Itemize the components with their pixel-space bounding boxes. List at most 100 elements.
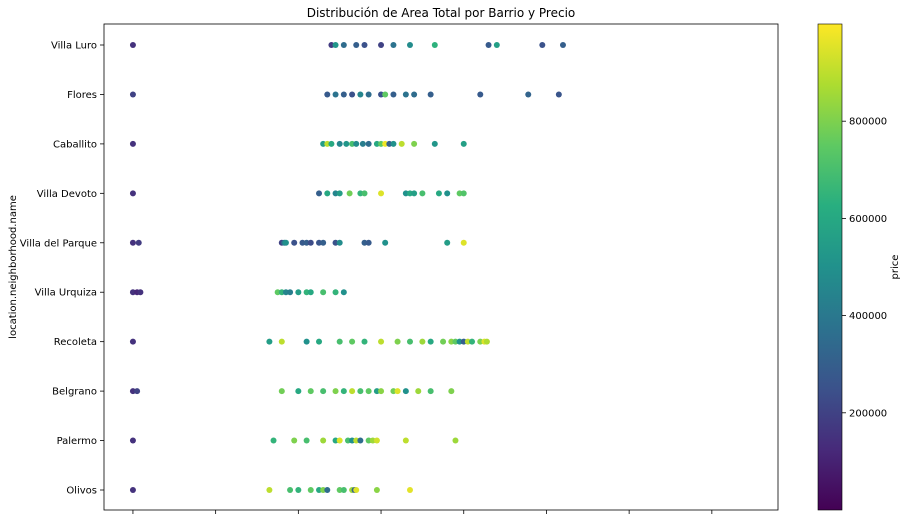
- scatter-point: [307, 289, 314, 296]
- colorbar-tick-label: 800000: [849, 117, 887, 128]
- scatter-point: [378, 388, 385, 395]
- scatter-point: [336, 487, 343, 493]
- scatter-point: [373, 140, 380, 147]
- scatter-point: [299, 239, 306, 246]
- scatter-point: [406, 190, 413, 197]
- scatter-point: [378, 42, 385, 48]
- scatter-point: [340, 91, 347, 98]
- scatter-point: [411, 91, 418, 98]
- scatter-point: [353, 437, 360, 444]
- scatter-point: [349, 91, 356, 98]
- scatter-point: [361, 42, 368, 48]
- scatter-point: [452, 437, 459, 444]
- scatter-point: [460, 140, 467, 147]
- scatter-point: [477, 91, 484, 98]
- scatter-point: [340, 487, 347, 493]
- scatter-point: [386, 140, 393, 147]
- scatter-point: [324, 487, 331, 493]
- scatter-point: [406, 42, 413, 48]
- scatter-point: [361, 239, 368, 246]
- scatter-point: [266, 338, 273, 345]
- scatter-point: [307, 388, 314, 395]
- scatter-point: [328, 42, 335, 48]
- scatter-point: [324, 190, 331, 197]
- scatter-point: [295, 487, 302, 493]
- scatter-point: [361, 338, 368, 345]
- scatter-point: [464, 338, 471, 345]
- scatter-point: [134, 388, 141, 395]
- scatter-point: [316, 239, 323, 246]
- scatter-point: [340, 289, 347, 296]
- scatter-point: [444, 239, 451, 246]
- scatter-point: [336, 239, 343, 246]
- scatter-point: [419, 190, 426, 197]
- colorbar-tick-label: 400000: [849, 311, 887, 322]
- scatter-point: [129, 140, 136, 147]
- y-tick-label: Villa del Parque: [20, 238, 97, 249]
- y-tick-label: Recoleta: [54, 337, 97, 348]
- scatter-point: [303, 289, 310, 296]
- scatter-point: [485, 42, 492, 48]
- scatter-point: [406, 487, 413, 493]
- scatter-point: [382, 140, 389, 147]
- y-tick-label: Villa Devoto: [37, 189, 97, 200]
- scatter-point: [444, 190, 451, 197]
- scatter-point: [349, 338, 356, 345]
- scatter-point: [137, 289, 144, 296]
- scatter-point: [336, 190, 343, 197]
- scatter-point: [129, 190, 136, 197]
- scatter-point: [369, 437, 376, 444]
- scatter-point: [129, 437, 136, 444]
- scatter-point: [460, 338, 467, 345]
- scatter-point: [320, 437, 327, 444]
- scatter-point: [328, 140, 335, 147]
- scatter-point: [349, 140, 356, 147]
- chart-title: Distribución de Area Total por Barrio y …: [307, 6, 576, 20]
- scatter-point: [303, 239, 310, 246]
- scatter-point: [394, 338, 401, 345]
- scatter-point: [448, 338, 455, 345]
- scatter-point: [324, 140, 331, 147]
- scatter-point: [365, 91, 372, 98]
- scatter-point: [361, 190, 368, 197]
- scatter-point: [307, 487, 314, 493]
- y-axis: Olivos Palermo Belgrano Recoleta Villa Urqui…: [20, 41, 104, 497]
- scatter-point: [435, 190, 442, 197]
- scatter-point: [378, 91, 385, 98]
- scatter-point: [390, 388, 397, 395]
- scatter-point: [332, 437, 339, 444]
- scatter-point: [320, 239, 327, 246]
- scatter-point: [525, 91, 532, 98]
- scatter-point: [346, 190, 353, 197]
- scatter-point: [336, 140, 343, 147]
- scatter-point: [390, 42, 397, 48]
- scatter-point: [324, 91, 331, 98]
- scatter-point: [344, 437, 351, 444]
- y-tick-label: Villa Urquiza: [35, 288, 97, 299]
- scatter-point: [411, 190, 418, 197]
- colorbar-label: price: [890, 255, 901, 280]
- scatter-point: [559, 42, 566, 48]
- scatter-point: [373, 388, 380, 395]
- scatter-point: [353, 140, 360, 147]
- scatter-point: [353, 487, 360, 493]
- scatter-point: [431, 140, 438, 147]
- density-bands: [146, 42, 347, 493]
- scatter-point: [402, 91, 409, 98]
- scatter-point: [469, 338, 476, 345]
- scatter-point: [343, 140, 350, 147]
- scatter-point: [402, 388, 409, 395]
- y-tick-label: Olivos: [66, 486, 97, 497]
- scatter-point: [332, 91, 339, 98]
- y-tick-label: Belgrano: [52, 387, 97, 398]
- y-tick-label: Flores: [67, 90, 97, 101]
- scatter-point: [460, 239, 467, 246]
- scatter-point: [539, 42, 546, 48]
- scatter-point: [357, 190, 364, 197]
- scatter-point: [359, 140, 366, 147]
- scatter-point: [402, 190, 409, 197]
- scatter-point: [316, 338, 323, 345]
- scatter-point: [320, 140, 327, 147]
- scatter-point: [382, 239, 389, 246]
